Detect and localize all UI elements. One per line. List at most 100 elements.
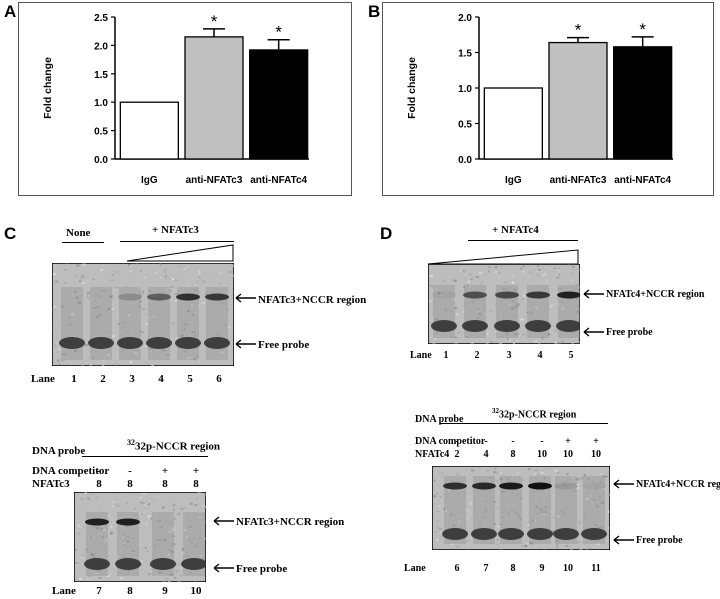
panel-d-gel-top-speckle [570, 319, 573, 322]
panel-c-gel-bottom-speckle [74, 537, 77, 539]
panel-c-gel-bottom-speckle [99, 529, 102, 532]
panel-c-gel-bottom-speckle [202, 578, 205, 582]
panel-c-gel-bottom-speckle [90, 492, 94, 496]
panel-d-probe-line [440, 423, 608, 424]
panel-d-gel-top-speckle [531, 317, 534, 320]
panel-c-gel-bottom-speckle [169, 526, 173, 528]
panel-d-gel-top-speckle [506, 332, 509, 336]
panel-c-gel-top-speckle [58, 303, 61, 306]
panel-c-gel-top-free-probe-band-3 [117, 337, 143, 349]
panel-c-gel-bottom-speckle [151, 500, 154, 502]
panel-c-gel-top-speckle [219, 271, 223, 274]
panel-d-bottom-lane-number-2: 7 [483, 563, 489, 574]
panel-c-gel-top-speckle [54, 266, 57, 269]
chart-a-frame: 0.0 0.5 1.0 1.5 2.0 2.5 Fold change IgG * anti-NF… [18, 2, 352, 196]
panel-c-gel-top-speckle [228, 326, 231, 329]
panel-d-gel-top-speckle [543, 273, 547, 275]
panel-c-gel-bottom-speckle [140, 560, 143, 563]
panel-d-gel-top-speckle [564, 337, 567, 340]
panel-c-gel-top-speckle [71, 333, 73, 335]
panel-c-gel-bottom-free-probe-band-4 [181, 558, 206, 570]
panel-d-gel-bottom-speckle [572, 480, 575, 484]
panel-c-gel-top-speckle [178, 306, 181, 308]
panel-d-gel-bottom-speckle [564, 506, 568, 509]
panel-d-gel-bottom-speckle [434, 531, 438, 533]
panel-c-gel-bottom-speckle [104, 540, 107, 544]
panel-d-gel-top-speckle [460, 269, 462, 272]
panel-c-gel-bottom-speckle [114, 564, 117, 567]
panel-d-gel-top-speckle [489, 310, 492, 312]
panel-c-gel-top-speckle [166, 354, 170, 356]
panel-c-gel-bottom-speckle [142, 556, 146, 559]
panel-d-gel-bottom-speckle [493, 501, 496, 503]
panel-c-gel-bottom-speckle [123, 544, 125, 546]
panel-d-gel-bottom-speckle [556, 486, 561, 488]
panel-c-gel-top-speckle [73, 289, 77, 291]
panel-c-gel-top-speckle [222, 272, 226, 275]
panel-c-gel-bottom-speckle [150, 517, 153, 520]
panel-c-gel-bottom-speckle [205, 494, 206, 497]
panel-c-gel-top-speckle [159, 263, 162, 266]
panel-d-gel-top-speckle [525, 311, 529, 314]
panel-c-gel-bottom-speckle [153, 544, 156, 547]
panel-c-gel-bottom-speckle [83, 565, 88, 568]
panel-c-gel-top-speckle [198, 272, 201, 275]
panel-d-amount-2: 4 [483, 449, 489, 460]
panel-d-gel-bottom-free-probe-band-4 [527, 528, 553, 540]
panel-d-gel-top-speckle [535, 306, 538, 309]
panel-c-gel-top-speckle [107, 353, 111, 357]
panel-d-gel-bottom-speckle [496, 480, 499, 482]
panel-c-bottom-band-label: NFATc3+NCCR region [236, 516, 345, 528]
panel-d-gel-bottom-speckle [484, 481, 487, 484]
panel-d-competitor-sign-5: + [565, 436, 571, 447]
panel-d-gel-bottom-speckle [443, 507, 446, 511]
panel-d-probe-word: DNA probe [415, 414, 464, 425]
panel-c-gel-bottom-speckle [103, 545, 106, 548]
panel-c-gel-bottom-speckle [110, 525, 113, 528]
panel-d-gel-top-speckle [432, 343, 436, 344]
panel-c-gel-bottom-speckle [88, 575, 92, 578]
panel-c-amount-3: 8 [162, 478, 168, 490]
panel-c-gel-bottom-speckle [192, 538, 196, 540]
panel-d-gel-top-free-probe-band-2 [462, 320, 488, 332]
panel-c-gel-bottom-speckle [148, 517, 151, 520]
panel-d-nfat-line [468, 240, 578, 241]
panel-d-gel-top-speckle [554, 290, 557, 294]
panel-d-gel-bottom-speckle [498, 524, 502, 526]
panel-c-gel-top-speckle [174, 299, 178, 302]
panel-c-gel-top-speckle [194, 330, 196, 333]
panel-d-gel-bottom-speckle [514, 510, 516, 513]
panel-c-gel-top-speckle [71, 362, 75, 364]
panel-d-gel-top-shift-band-5 [557, 291, 580, 299]
panel-c-nfat-label: + NFATc3 [152, 224, 199, 236]
panel-c-gel-bottom-speckle [172, 558, 175, 561]
panel-c-gel-bottom-speckle [95, 496, 99, 500]
panel-c-gel-top-speckle [92, 356, 95, 359]
panel-c-amount-1: 8 [96, 478, 102, 490]
panel-c-gel-top-speckle [161, 349, 166, 352]
panel-c-gel-top-speckle [171, 278, 175, 281]
panel-d-gel-top-speckle [534, 269, 537, 272]
panel-c-gel-top-speckle [85, 268, 88, 271]
panel-c-gel-top-speckle [115, 271, 120, 273]
panel-c-gel-top-shift-band-3 [118, 293, 142, 301]
panel-c-gel-bottom-speckle [100, 528, 104, 530]
panel-d-gel-bottom-speckle [474, 499, 478, 502]
panel-d-gel-top-speckle [551, 304, 555, 307]
panel-c-gel-bottom-speckle [109, 532, 113, 535]
panel-d-gel-bottom-free-probe-band-1 [442, 528, 468, 540]
panel-c-gel-bottom-speckle [101, 536, 104, 539]
panel-c-gel-bottom-speckle [106, 569, 108, 571]
panel-c-gel-top-speckle [138, 315, 141, 317]
panel-d-gel-top-shift-band-2 [463, 291, 487, 299]
panel-c-gel-bottom-speckle [167, 553, 170, 556]
panel-c-gel-bottom-speckle [197, 545, 200, 548]
panel-c-gel-top-speckle [187, 285, 189, 288]
panel-d-gel-bottom-speckle [585, 497, 590, 501]
chart-a-bar-2 [184, 36, 244, 160]
panel-d-gel-top-speckle [561, 307, 565, 311]
panel-c-gel-bottom-speckle [188, 525, 192, 528]
panel-d-gel-bottom-speckle [499, 477, 502, 481]
panel-c-gel-top-speckle [128, 264, 131, 267]
panel-d-gel-bottom-speckle [436, 510, 440, 513]
